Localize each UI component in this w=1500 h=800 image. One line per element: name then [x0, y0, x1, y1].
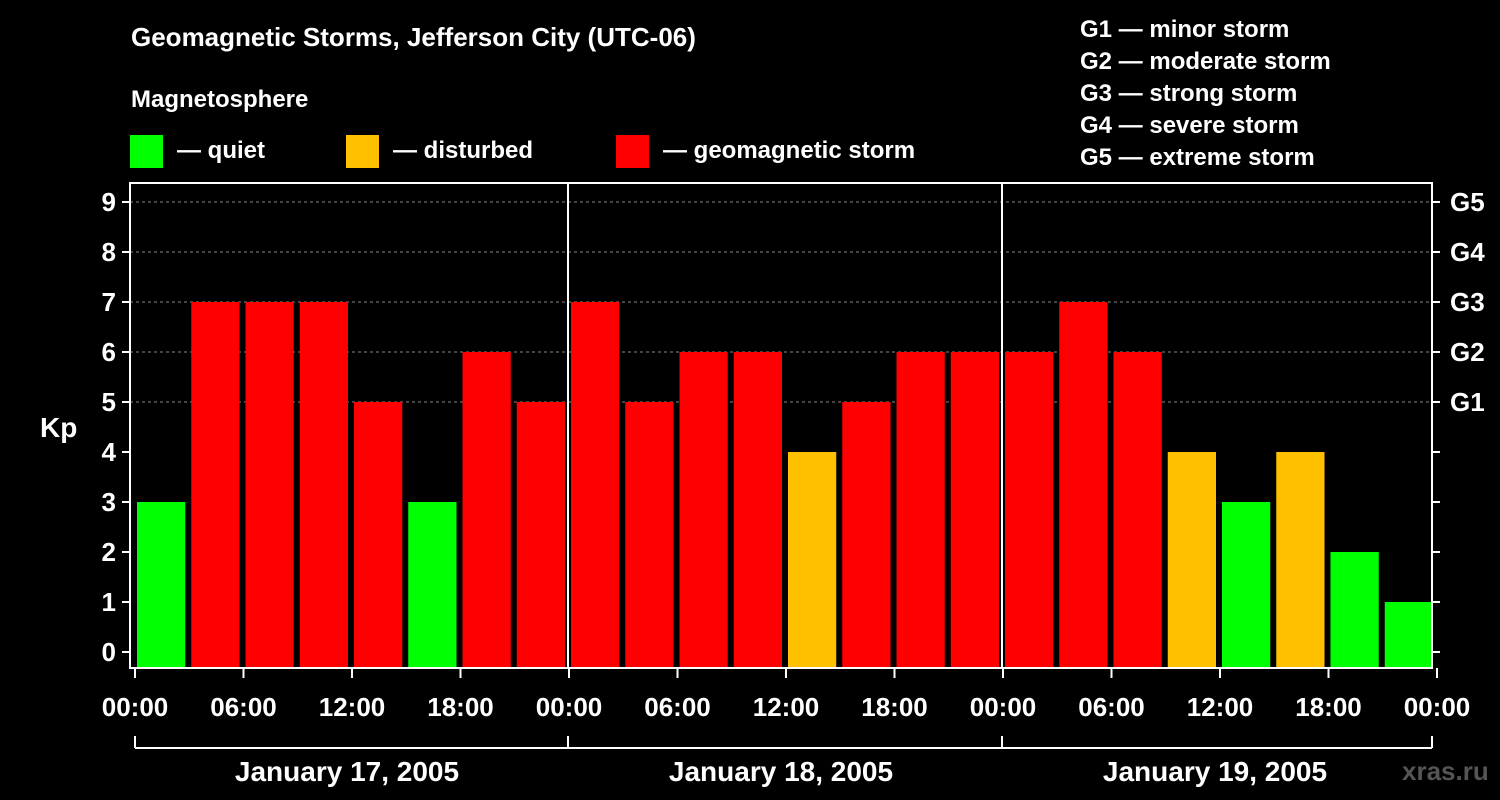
- storm-scale-legend: G1 — minor storm G2 — moderate storm G3 …: [1080, 14, 1331, 174]
- day-label-1: January 18, 2005: [669, 756, 893, 787]
- storm-scale-g2: G2 — moderate storm: [1080, 48, 1331, 75]
- day-label-2: January 19, 2005: [1103, 756, 1327, 787]
- legend-item-disturbed: — disturbed: [346, 134, 533, 168]
- y-tick-label-0: 0: [102, 637, 116, 667]
- y-tick-label-2: 2: [102, 537, 116, 567]
- x-tick-label-3: 18:00: [427, 692, 494, 722]
- x-tick-label-2: 12:00: [319, 692, 386, 722]
- y-tick-label-7: 7: [102, 287, 116, 317]
- x-tick-label-4: 00:00: [536, 692, 603, 722]
- bar-8: [571, 302, 620, 668]
- bar-1: [191, 302, 240, 668]
- g-label-g4: G4: [1450, 237, 1485, 267]
- bar-23: [1384, 602, 1433, 668]
- g-label-g3: G3: [1450, 287, 1485, 317]
- y-tick-label-5: 5: [102, 387, 116, 417]
- y-tick-label-6: 6: [102, 337, 116, 367]
- x-tick-label-8: 00:00: [970, 692, 1037, 722]
- x-tick-label-6: 12:00: [753, 692, 820, 722]
- y-tick-label-1: 1: [102, 587, 116, 617]
- bar-3: [299, 302, 348, 668]
- storm-scale-g5: G5 — extreme storm: [1080, 144, 1315, 171]
- bar-12: [788, 452, 837, 668]
- x-tick-label-12: 00:00: [1404, 692, 1471, 722]
- bar-10: [679, 352, 728, 668]
- y-axis-label: Kp: [40, 412, 77, 443]
- bar-7: [516, 402, 565, 668]
- storm-scale-g4: G4 — severe storm: [1080, 112, 1299, 139]
- watermark: xras.ru: [1402, 756, 1489, 786]
- legend-swatch-storm: [616, 134, 649, 168]
- g-label-g1: G1: [1450, 387, 1485, 417]
- bar-0: [137, 502, 186, 668]
- x-tick-label-10: 12:00: [1187, 692, 1254, 722]
- bar-5: [408, 502, 457, 668]
- bar-13: [842, 402, 891, 668]
- bar-15: [950, 352, 999, 668]
- bar-14: [896, 352, 945, 668]
- y-tick-label-8: 8: [102, 237, 116, 267]
- y-tick-label-4: 4: [102, 437, 117, 467]
- magnetosphere-label: Magnetosphere: [131, 86, 309, 113]
- x-tick-label-7: 18:00: [861, 692, 928, 722]
- chart-title: Geomagnetic Storms, Jefferson City (UTC-…: [131, 22, 696, 52]
- bar-2: [245, 302, 294, 668]
- bar-20: [1222, 502, 1271, 668]
- legend-swatch-quiet: [130, 134, 163, 168]
- legend-label-quiet: — quiet: [177, 137, 265, 164]
- legend-item-storm: — geomagnetic storm: [616, 134, 915, 168]
- bar-17: [1059, 302, 1108, 668]
- storm-scale-g1: G1 — minor storm: [1080, 16, 1290, 43]
- x-tick-label-5: 06:00: [644, 692, 711, 722]
- y-tick-label-3: 3: [102, 487, 116, 517]
- g-label-g5: G5: [1450, 187, 1485, 217]
- bar-4: [354, 402, 403, 668]
- legend-label-storm: — geomagnetic storm: [663, 137, 916, 164]
- legend-swatch-disturbed: [346, 134, 379, 168]
- bar-6: [462, 352, 511, 668]
- bar-19: [1167, 452, 1216, 668]
- bar-11: [733, 352, 782, 668]
- storm-scale-g3: G3 — strong storm: [1080, 80, 1298, 107]
- bar-9: [625, 402, 674, 668]
- bar-21: [1276, 452, 1325, 668]
- bar-18: [1113, 352, 1162, 668]
- legend-item-quiet: — quiet: [130, 134, 265, 168]
- bar-22: [1330, 552, 1379, 668]
- bar-16: [1005, 352, 1054, 668]
- g-label-g2: G2: [1450, 337, 1485, 367]
- plot-frame: [129, 182, 1433, 669]
- day-label-0: January 17, 2005: [235, 756, 459, 787]
- x-tick-label-0: 00:00: [102, 692, 169, 722]
- x-tick-label-11: 18:00: [1295, 692, 1362, 722]
- x-tick-label-1: 06:00: [210, 692, 277, 722]
- legend-label-disturbed: — disturbed: [393, 137, 534, 164]
- x-tick-label-9: 06:00: [1078, 692, 1145, 722]
- y-tick-label-9: 9: [102, 187, 116, 217]
